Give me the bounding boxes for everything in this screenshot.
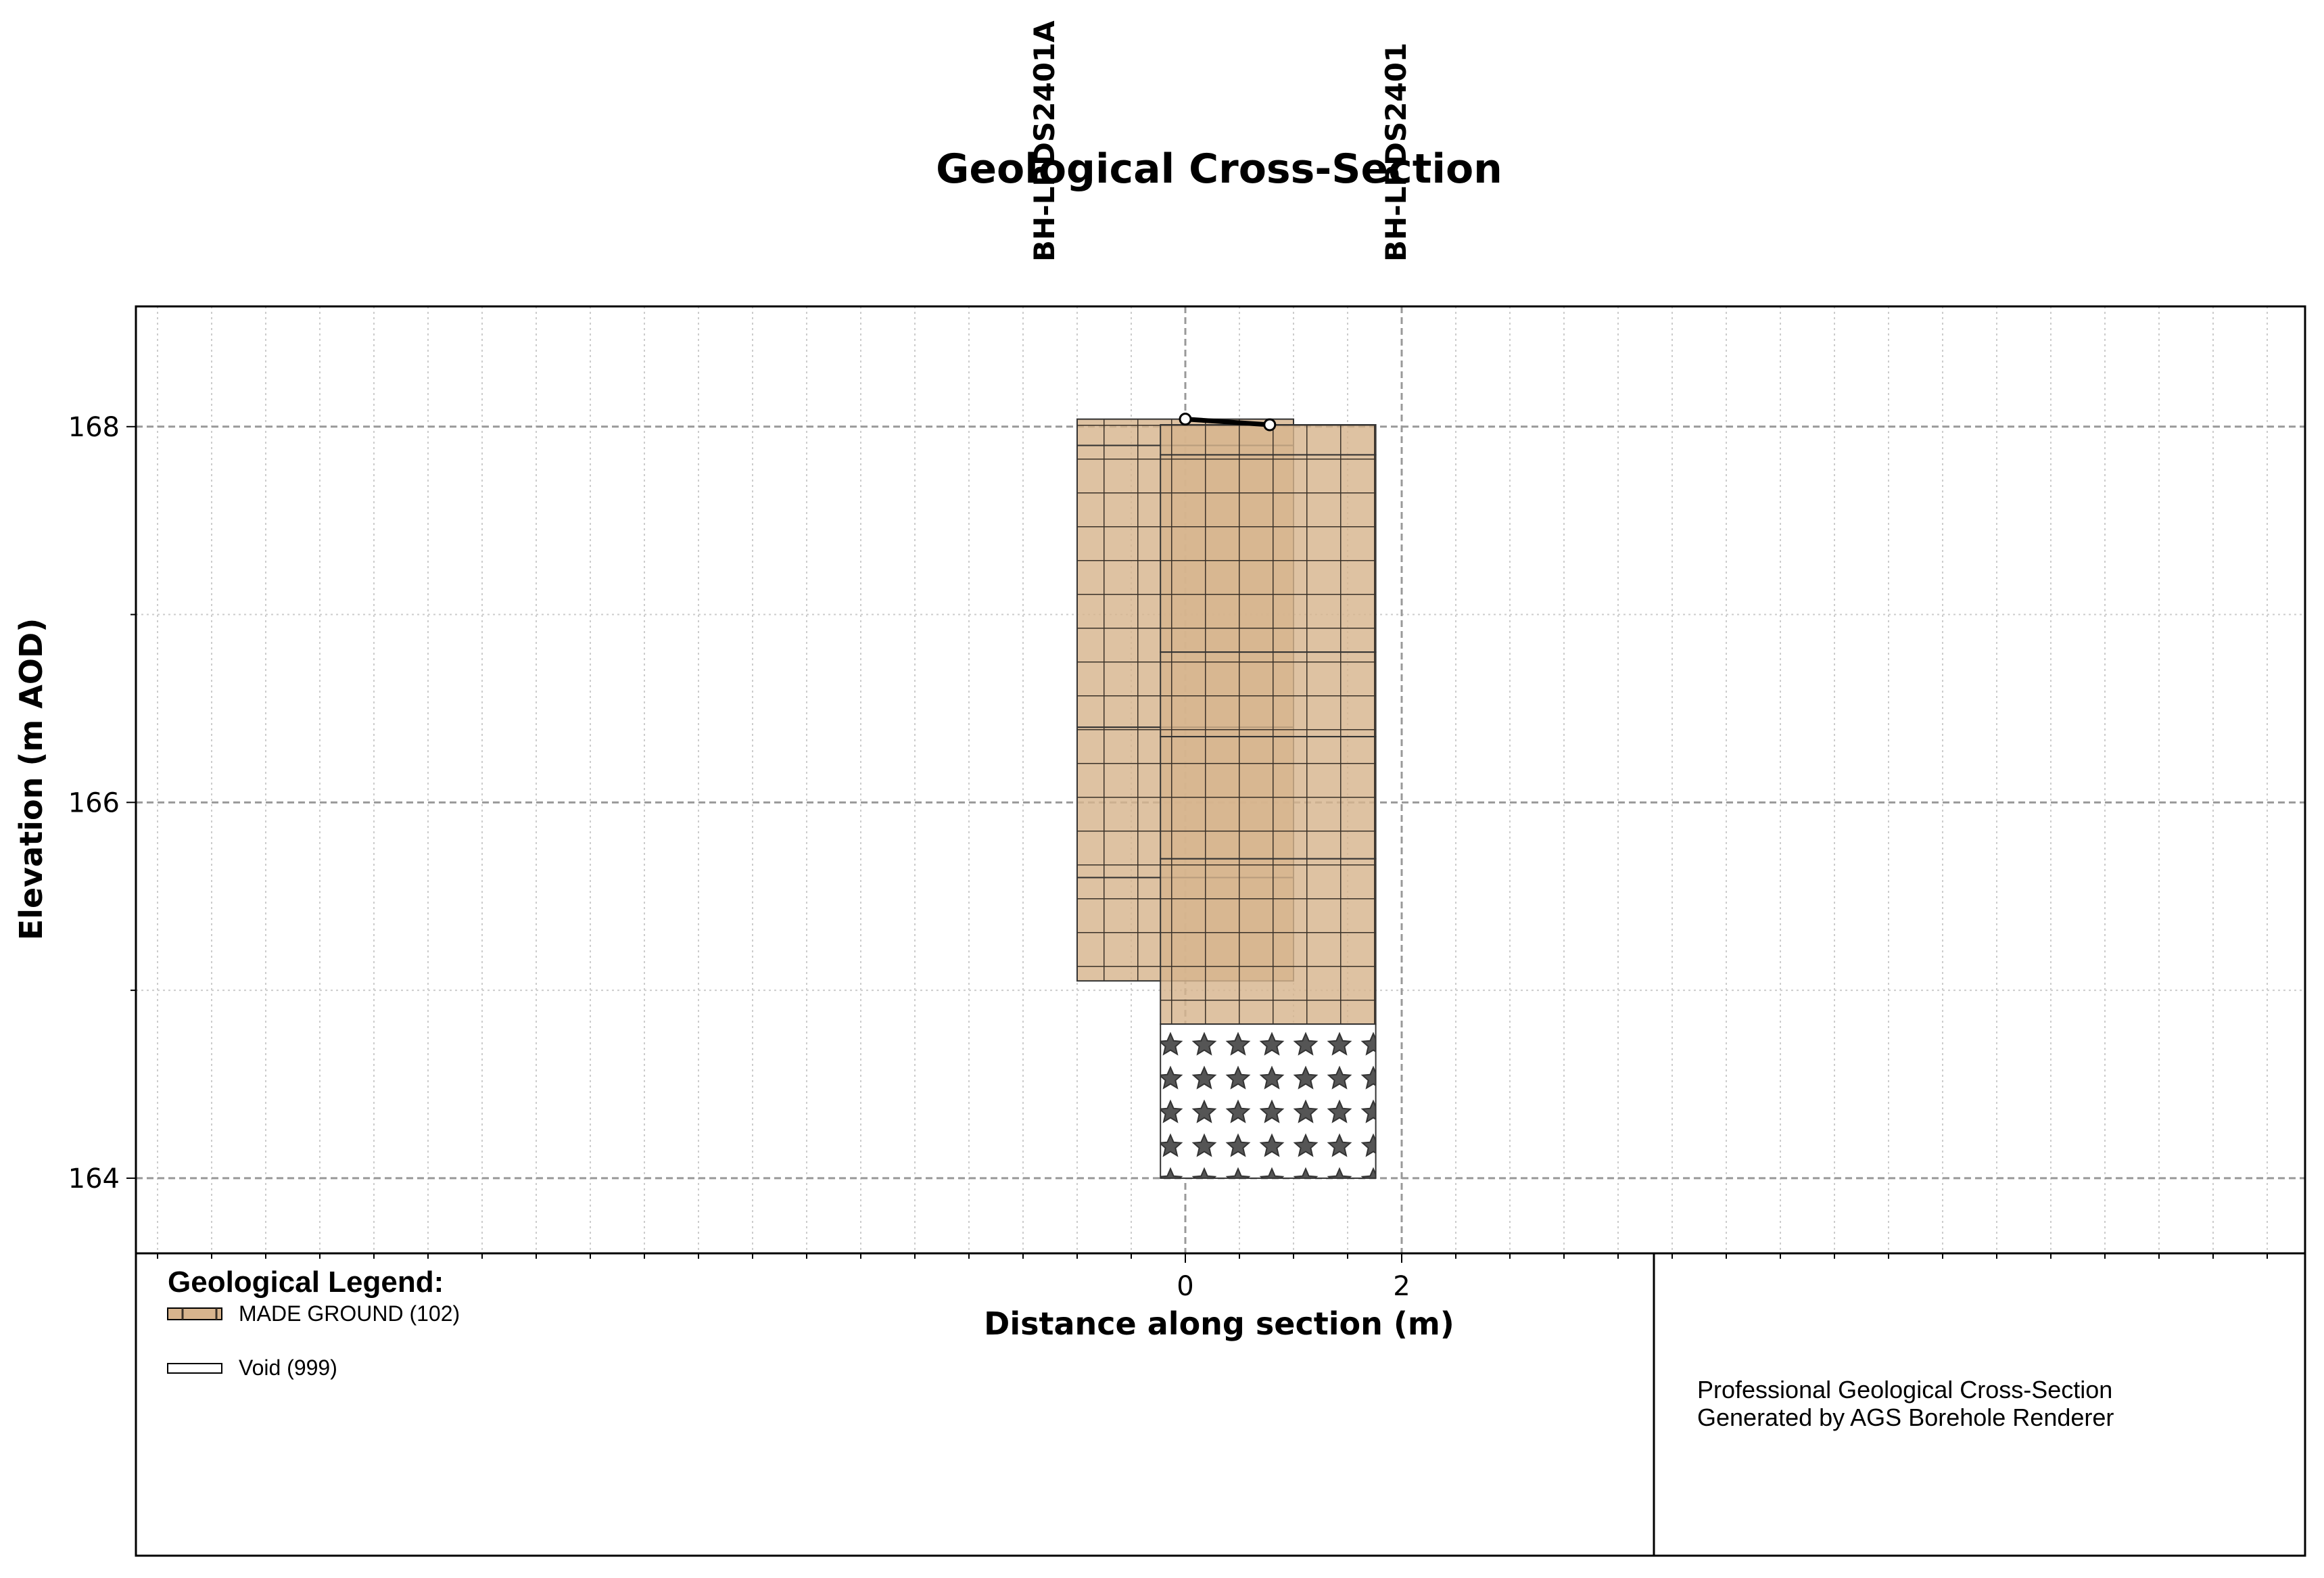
legend-title: Geological Legend: [168,1266,444,1299]
layer-102 [1160,424,1377,456]
y-axis-label: Elevation (m AOD) [13,618,49,940]
borehole-label: BH-LPDS2401 [1379,43,1413,262]
layer-999 [1160,1023,1377,1179]
ground-surface-line [1185,417,1271,427]
borehole-labels: BH-LPDS2401A BH-LPDS2401 [1028,20,1413,262]
note-line-1: Professional Geological Cross-Section [1697,1376,2112,1403]
notes-panel [1653,1252,2306,1557]
layer-102 [1160,858,1377,1025]
layer-102 [1160,736,1377,860]
legend-swatch-made-ground [167,1307,222,1320]
y-tick-label: 168 [68,412,120,443]
ground-line [1179,413,1277,432]
ground-point [1179,413,1192,426]
legend-item-void: Void (999) [167,1355,337,1380]
x-tick-label: 0 [1177,1271,1193,1302]
x-tick-label: 2 [1393,1271,1410,1302]
y-axis-ticks: 164 166 168 [68,412,136,1194]
borehole-columns [1076,418,1377,1179]
legend-label-made-ground: MADE GROUND (102) [239,1301,460,1326]
chart-title: Geological Cross-Section [936,145,1502,193]
borehole-label: BH-LPDS2401A [1028,20,1061,262]
legend-swatch-void [167,1363,222,1374]
x-axis-label: Distance along section (m) [984,1305,1454,1342]
legend-panel [135,1252,1655,1557]
y-tick-label: 166 [68,787,120,818]
layer-102 [1160,454,1377,653]
layer-102 [1160,651,1377,738]
legend-label-void: Void (999) [239,1355,337,1380]
note-line-2: Generated by AGS Borehole Renderer [1697,1403,2114,1431]
ground-point [1263,418,1277,432]
legend-item-made-ground: MADE GROUND (102) [167,1301,460,1326]
y-tick-label: 164 [68,1163,120,1194]
